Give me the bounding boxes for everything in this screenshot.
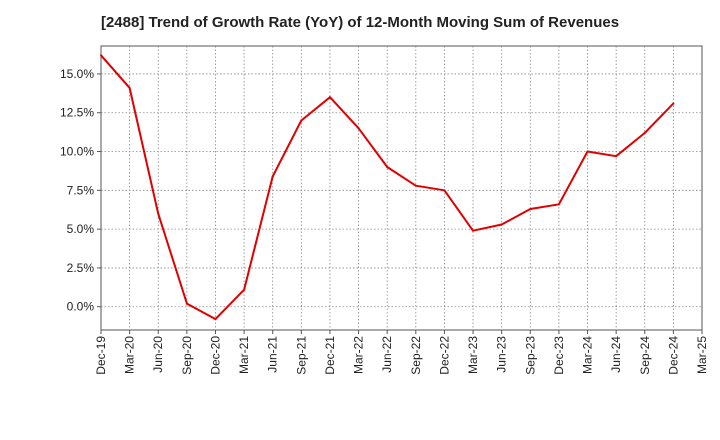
data-point bbox=[414, 184, 417, 187]
x-tick-label: Mar-24 bbox=[581, 336, 595, 374]
data-point bbox=[500, 223, 503, 226]
x-tick-label: Dec-20 bbox=[208, 336, 222, 375]
y-tick-label: 12.5% bbox=[60, 106, 94, 120]
x-tick-label: Mar-20 bbox=[123, 336, 137, 374]
x-tick-label: Jun-23 bbox=[495, 336, 509, 373]
y-tick-label: 7.5% bbox=[67, 183, 95, 197]
y-tick-label: 0.0% bbox=[67, 300, 95, 314]
data-point bbox=[443, 189, 446, 192]
data-point bbox=[615, 155, 618, 158]
series-group bbox=[100, 54, 675, 321]
y-tick-label: 5.0% bbox=[67, 222, 95, 236]
x-axis-ticks: Dec-19 Mar-20 Jun-20 Sep-20 Dec-20 Mar-21 Jun-… bbox=[94, 330, 709, 375]
data-point bbox=[157, 212, 160, 215]
x-tick-label: Mar-25 bbox=[695, 336, 709, 374]
data-point bbox=[586, 150, 589, 153]
data-point bbox=[557, 203, 560, 206]
data-point bbox=[386, 166, 389, 169]
data-point bbox=[300, 119, 303, 122]
grid-lines bbox=[100, 46, 703, 330]
y-axis-ticks: 0.0% 2.5% 5.0% 7.5% 10.0% 12.5% 15.0% bbox=[60, 67, 101, 314]
y-tick-label: 10.0% bbox=[60, 145, 94, 159]
x-tick-label: Sep-21 bbox=[294, 336, 308, 375]
data-point bbox=[472, 229, 475, 232]
chart-title: [2488] Trend of Growth Rate (YoY) of 12-… bbox=[100, 14, 620, 31]
x-tick-label: Dec-23 bbox=[552, 336, 566, 375]
x-tick-label: Dec-22 bbox=[437, 336, 451, 375]
data-point bbox=[100, 54, 102, 57]
x-tick-label: Dec-19 bbox=[94, 336, 108, 375]
x-tick-label: Jun-21 bbox=[266, 336, 280, 373]
data-point bbox=[243, 288, 246, 291]
x-tick-label: Mar-22 bbox=[352, 336, 366, 374]
data-point bbox=[128, 86, 131, 89]
x-tick-label: Sep-23 bbox=[523, 336, 537, 375]
x-tick-label: Sep-20 bbox=[180, 336, 194, 375]
y-tick-label: 15.0% bbox=[60, 67, 94, 81]
data-point bbox=[271, 175, 274, 178]
x-tick-label: Dec-24 bbox=[666, 336, 680, 375]
x-tick-label: Mar-21 bbox=[237, 336, 251, 374]
data-point bbox=[328, 96, 331, 99]
data-point bbox=[672, 102, 675, 105]
x-tick-label: Jun-22 bbox=[380, 336, 394, 373]
data-point bbox=[643, 131, 646, 134]
x-tick-label: Jun-24 bbox=[609, 336, 623, 373]
x-tick-label: Sep-22 bbox=[409, 336, 423, 375]
data-point bbox=[357, 127, 360, 130]
data-point bbox=[529, 207, 532, 210]
y-tick-label: 2.5% bbox=[67, 261, 95, 275]
plot-area bbox=[100, 45, 703, 331]
data-point bbox=[185, 302, 188, 305]
data-point bbox=[214, 318, 217, 321]
x-tick-label: Jun-20 bbox=[151, 336, 165, 373]
x-tick-label: Sep-24 bbox=[638, 336, 652, 375]
x-tick-label: Dec-21 bbox=[323, 336, 337, 375]
x-tick-label: Mar-23 bbox=[466, 336, 480, 374]
